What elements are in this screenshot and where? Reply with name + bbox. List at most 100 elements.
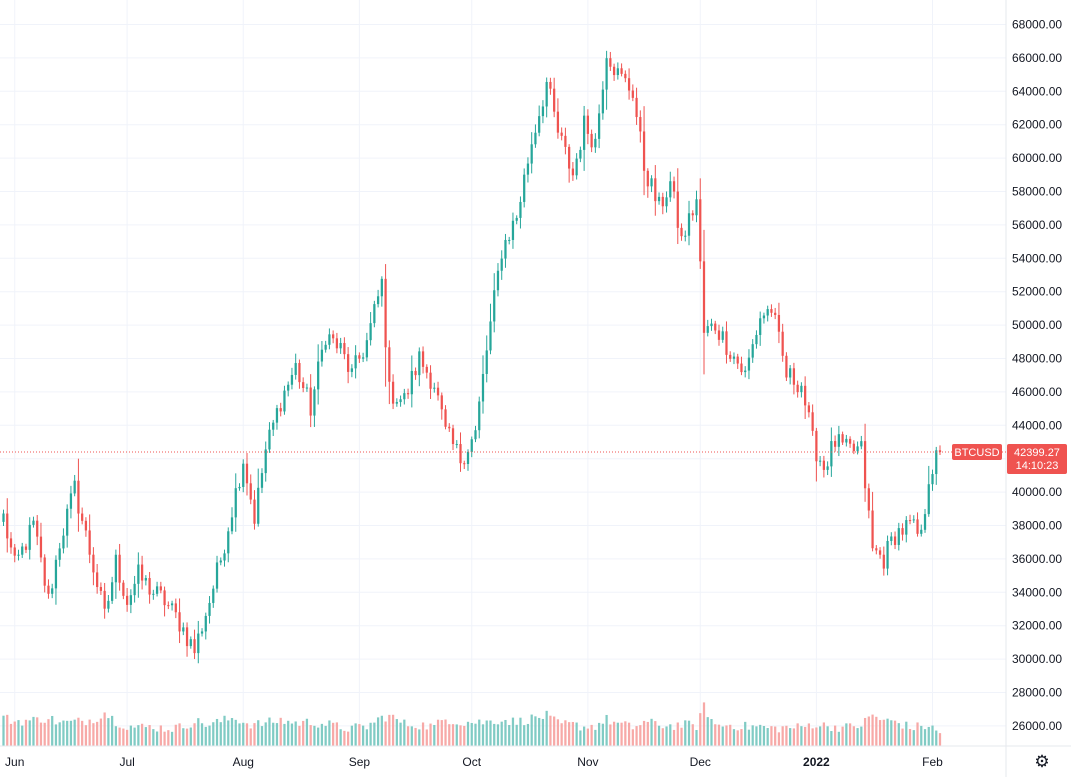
candle-body — [916, 519, 919, 534]
volume-bar — [605, 714, 608, 746]
volume-bar — [283, 723, 286, 746]
volume-bar — [631, 729, 634, 746]
candle-body — [99, 587, 103, 591]
volume-bar — [882, 719, 885, 746]
price-tick-label: 34000.00 — [1012, 585, 1062, 599]
price-tick-label: 58000.00 — [1012, 185, 1062, 199]
candle-body — [451, 428, 455, 445]
volume-bar — [268, 717, 271, 746]
last-price-label: 42399.27 — [1014, 447, 1060, 459]
volume-bar — [182, 728, 185, 746]
price-tick-label: 56000.00 — [1012, 218, 1062, 232]
volume-bar — [807, 723, 811, 746]
volume-bar — [354, 723, 357, 746]
volume-bar — [635, 726, 638, 746]
candle-body — [759, 318, 762, 335]
volume-bar — [272, 722, 275, 746]
time-tick-label: Sep — [349, 755, 371, 769]
last-price-badges: BTCUSD 42399.27 14:10:23 — [952, 444, 1067, 475]
volume-bar — [714, 724, 717, 746]
candle-body — [36, 520, 39, 537]
candle-body — [601, 89, 604, 114]
volume-bar — [335, 722, 339, 746]
candle-body — [28, 524, 31, 550]
volume-bar — [650, 718, 653, 746]
candle-body — [672, 181, 676, 192]
volume-bar — [305, 718, 309, 746]
volume-bar — [395, 719, 398, 746]
candle-body — [493, 290, 496, 322]
candle-body — [144, 578, 147, 581]
volume-bar — [669, 724, 672, 746]
volume-bar — [81, 720, 84, 746]
candle-body — [901, 528, 904, 535]
candle-body — [706, 326, 709, 333]
volume-bar — [830, 731, 833, 746]
candle-body — [294, 363, 297, 375]
volume-bar — [200, 723, 204, 746]
candle-body — [361, 357, 365, 359]
candle-body — [399, 399, 402, 403]
candle-body — [245, 463, 249, 484]
candle-body — [489, 321, 492, 351]
price-tick-label: 46000.00 — [1012, 385, 1062, 399]
volume-bar — [717, 724, 721, 746]
candle-body — [111, 582, 114, 601]
volume-bar — [736, 730, 739, 746]
candle-body — [51, 588, 54, 594]
volume-bar — [320, 723, 324, 746]
price-tick-label: 52000.00 — [1012, 285, 1062, 299]
volume-bar — [545, 710, 548, 746]
price-tick-label: 36000.00 — [1012, 552, 1062, 566]
candle-body — [777, 314, 781, 332]
candle-body — [73, 480, 76, 494]
volume-bar — [429, 723, 432, 746]
candle-body — [140, 564, 144, 581]
volume-bar — [549, 715, 552, 746]
price-axis[interactable]: 26000.00 28000.00 30000.00 32000.00 34000.00… — [1012, 18, 1062, 733]
volume-bar — [695, 730, 698, 746]
candle-body — [328, 334, 331, 345]
candle-body — [882, 554, 885, 569]
candle-body — [631, 90, 634, 98]
candle-body — [279, 408, 282, 412]
volume-bar — [916, 722, 919, 746]
candle-body — [646, 170, 649, 187]
candle-body — [227, 531, 230, 554]
volume-bar — [691, 724, 694, 746]
candle-body — [260, 473, 264, 488]
candle-body — [804, 385, 807, 406]
volume-bar — [212, 722, 215, 746]
candle-body — [508, 239, 511, 241]
gear-icon[interactable]: ⚙ — [1034, 752, 1050, 771]
price-tick-label: 32000.00 — [1012, 619, 1062, 633]
candle-body — [860, 441, 863, 447]
candle-body — [766, 309, 769, 316]
candle-body — [197, 633, 200, 654]
volume-bar — [448, 724, 451, 746]
volume-bar — [118, 727, 121, 746]
time-axis[interactable]: Jun Jul Aug Sep Oct Nov Dec 2022 Feb — [5, 755, 943, 769]
volume-bar — [302, 720, 305, 746]
volume-bar — [343, 730, 346, 746]
candle-body — [238, 486, 241, 489]
candle-body — [17, 554, 20, 556]
candle-body — [275, 408, 279, 423]
volume-bar — [624, 721, 627, 746]
candle-body — [384, 278, 387, 348]
candle-body — [833, 441, 837, 447]
candle-body — [789, 368, 792, 378]
volume-bar — [493, 723, 496, 746]
candle-body — [770, 309, 773, 313]
volume-bar — [242, 722, 245, 746]
price-tick-label: 54000.00 — [1012, 251, 1062, 265]
volume-bar — [680, 727, 683, 746]
volume-bar — [361, 725, 365, 746]
volume-bar — [455, 724, 458, 746]
volume-bar — [770, 726, 773, 746]
volume-bar — [144, 727, 147, 746]
volume-bar — [762, 726, 766, 746]
volume-bar — [905, 721, 908, 746]
volume-bar — [137, 725, 140, 746]
